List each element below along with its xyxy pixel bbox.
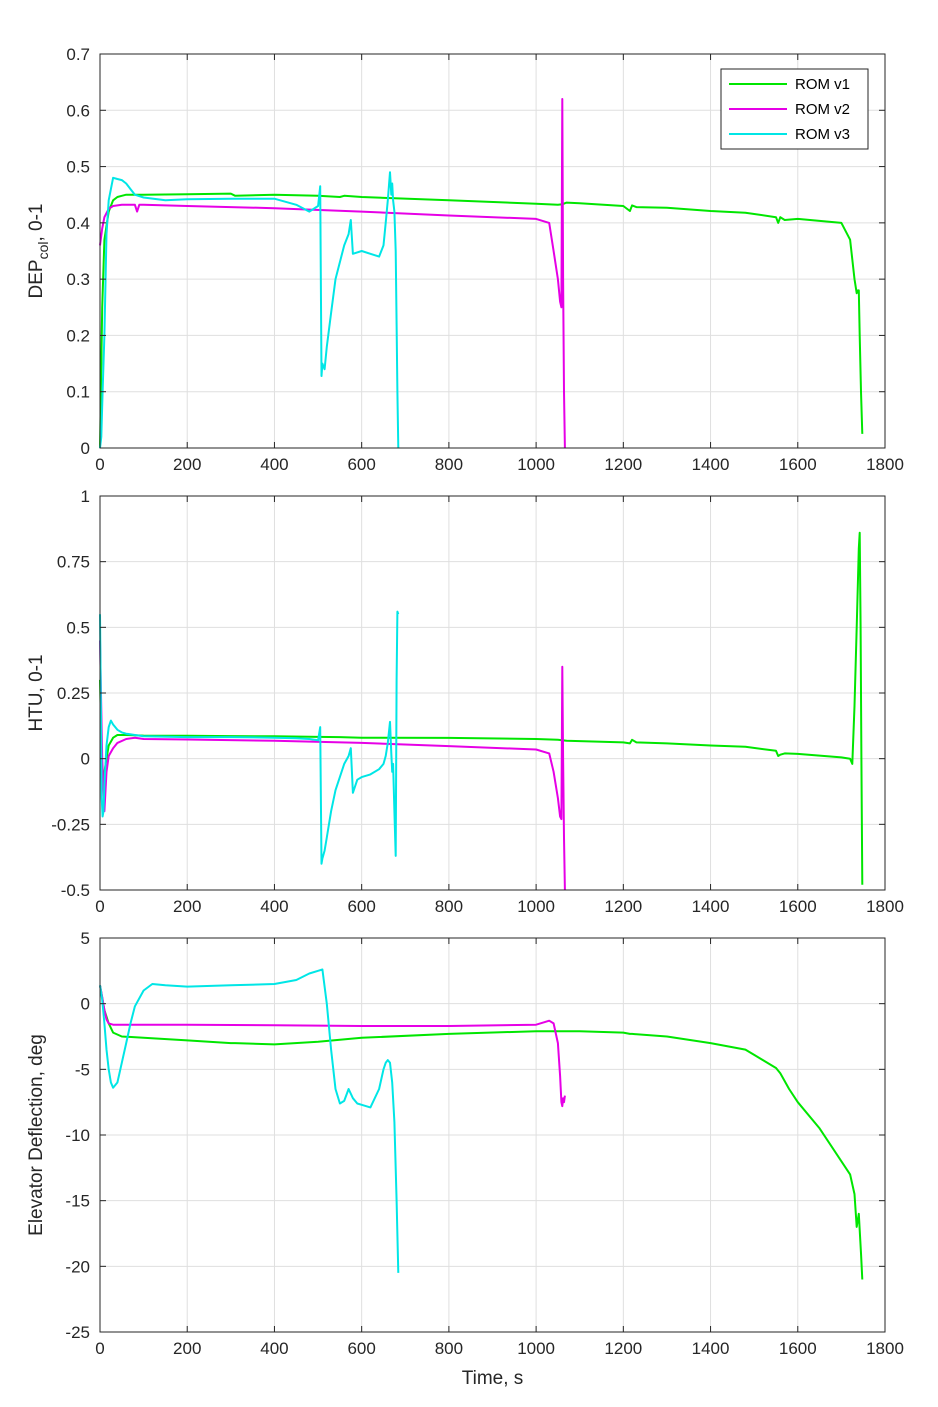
plots-container: 0 200 400 600 800 1000 1200 1400 1600 180000.10.2… <box>26 45 904 1389</box>
y-tick-label: 0 <box>81 995 90 1014</box>
y-tick-label: 0.5 <box>66 618 90 637</box>
y-tick-label: 0.1 <box>66 383 90 402</box>
y-tick-label: -20 <box>65 1257 90 1276</box>
x-tick-label: 800 <box>435 455 463 474</box>
x-tick-label: 1000 <box>517 897 555 916</box>
x-tick-label: 400 <box>260 897 288 916</box>
y-tick-label: 0 <box>81 750 90 769</box>
series-line-rom-v2 <box>99 640 566 891</box>
y-tick-label: 0.5 <box>66 158 90 177</box>
axes-frame <box>99 53 886 449</box>
x-tick-label: 0 <box>95 1339 104 1358</box>
y-axis-label: DEPcol, 0-1 <box>26 203 51 298</box>
y-tick-label: -0.5 <box>61 881 90 900</box>
y-tick-label: 0.25 <box>57 684 90 703</box>
y-tick-label: 0.2 <box>66 326 90 345</box>
x-tick-label: 600 <box>347 455 375 474</box>
series-line-rom-v3 <box>99 171 400 449</box>
series-line-rom-v1 <box>99 985 864 1280</box>
x-tick-label: 1400 <box>692 455 730 474</box>
x-tick-label: 0 <box>95 897 104 916</box>
x-tick-label: 1000 <box>517 1339 555 1358</box>
series-line-rom-v1 <box>99 192 864 449</box>
y-axis-label: Elevator Deflection, deg <box>26 1034 47 1236</box>
y-tick-label: 0.3 <box>66 270 90 289</box>
x-tick-label: 800 <box>435 897 463 916</box>
legend: ROM v1 ROM v2 ROM v3 <box>720 68 869 150</box>
x-tick-label: 1800 <box>866 897 904 916</box>
y-tick-label: 0.6 <box>66 101 90 120</box>
y-tick-label: 0.75 <box>57 553 90 572</box>
y-tick-label: -15 <box>65 1192 90 1211</box>
subplot-2: 0 200 400 600 800 1000 1200 1400 1600 1800 -0.5 -0.… <box>26 487 904 916</box>
x-tick-label: 1600 <box>779 455 817 474</box>
x-axis-label: Time, s <box>462 1368 524 1389</box>
x-tick-label: 0 <box>95 455 104 474</box>
legend-label: ROM v3 <box>795 126 850 143</box>
x-tick-label: 400 <box>260 1339 288 1358</box>
series-line-rom-v2 <box>99 985 566 1108</box>
x-tick-label: 1800 <box>866 455 904 474</box>
y-tick-label: -0.25 <box>51 815 90 834</box>
x-tick-label: 200 <box>173 897 201 916</box>
y-axis-label: HTU, 0-1 <box>26 654 47 731</box>
y-tick-label: 5 <box>81 929 90 948</box>
subplot-3: 0 200 400 600 800 1000 1200 1400 1600 1800 -25 -20 -… <box>26 929 904 1389</box>
x-tick-label: 600 <box>347 897 375 916</box>
series-line-rom-v3 <box>99 968 400 1273</box>
x-tick-label: 1200 <box>604 455 642 474</box>
x-tick-label: 1600 <box>779 897 817 916</box>
y-tick-label: 1 <box>81 487 90 506</box>
y-tick-label: -10 <box>65 1126 90 1145</box>
legend-label: ROM v2 <box>795 101 850 118</box>
y-tick-label: -5 <box>75 1060 90 1079</box>
x-tick-label: 1800 <box>866 1339 904 1358</box>
series-line-rom-v2 <box>99 98 566 449</box>
series-line-rom-v3 <box>99 610 400 865</box>
y-tick-label: -25 <box>65 1323 90 1342</box>
x-tick-label: 400 <box>260 455 288 474</box>
x-tick-label: 800 <box>435 1339 463 1358</box>
x-tick-label: 600 <box>347 1339 375 1358</box>
x-tick-label: 1200 <box>604 1339 642 1358</box>
subplot-1: 0 200 400 600 800 1000 1200 1400 1600 1800 0 0.1 0.2… <box>26 45 904 474</box>
y-tick-label: 0.7 <box>66 45 90 64</box>
x-tick-label: 1000 <box>517 455 555 474</box>
x-tick-label: 1400 <box>692 897 730 916</box>
x-tick-label: 200 <box>173 455 201 474</box>
x-tick-label: 1400 <box>692 1339 730 1358</box>
legend-label: ROM v1 <box>795 76 850 93</box>
x-tick-label: 200 <box>173 1339 201 1358</box>
x-tick-label: 1600 <box>779 1339 817 1358</box>
y-tick-label: 0 <box>81 439 90 458</box>
x-tick-label: 1200 <box>604 897 642 916</box>
y-tick-label: 0.4 <box>66 214 90 233</box>
